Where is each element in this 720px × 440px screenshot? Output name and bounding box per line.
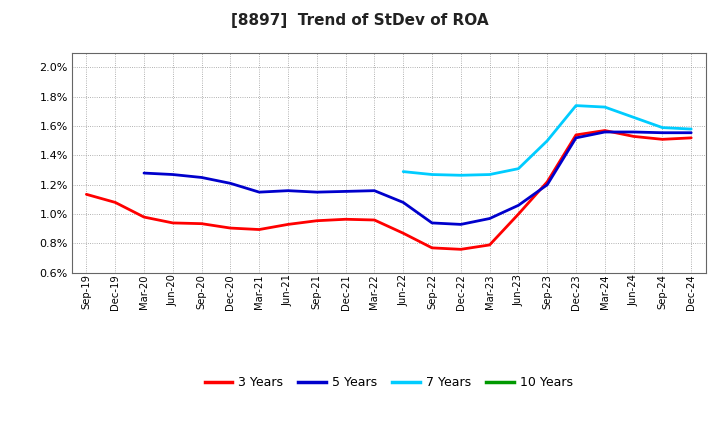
Legend: 3 Years, 5 Years, 7 Years, 10 Years: 3 Years, 5 Years, 7 Years, 10 Years: [199, 371, 578, 394]
Text: [8897]  Trend of StDev of ROA: [8897] Trend of StDev of ROA: [231, 13, 489, 28]
